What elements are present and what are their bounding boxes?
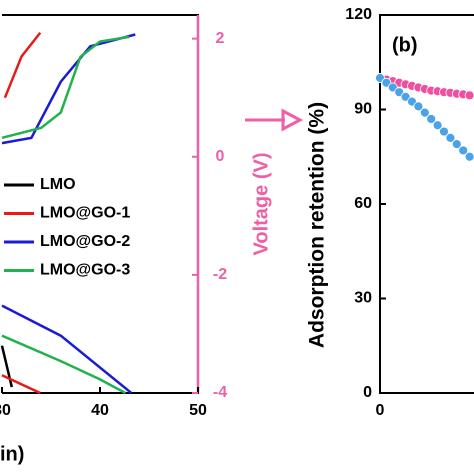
- point: [413, 101, 424, 112]
- y-tick-label: 120: [345, 6, 372, 23]
- y2-axis-label: Voltage (V): [250, 153, 272, 256]
- point: [445, 132, 456, 143]
- panel-label: (b): [392, 34, 418, 56]
- charge-curve: [0, 345, 14, 388]
- y2-tick-label: -2: [213, 266, 227, 283]
- point: [426, 114, 437, 124]
- x-tick-label: 0: [376, 402, 385, 419]
- legend-label: LMO@GO-1: [40, 205, 130, 222]
- point: [439, 126, 449, 137]
- point: [451, 139, 462, 150]
- legend-label: LMO: [40, 176, 76, 193]
- discharge-curve: [1, 304, 133, 394]
- point: [464, 151, 474, 162]
- x-axis-label: in): [0, 443, 24, 465]
- discharge-curve: [1, 334, 127, 395]
- point: [458, 145, 469, 156]
- y-tick-label: 0: [363, 384, 372, 401]
- y-tick-label: 90: [354, 101, 372, 118]
- x-tick-label: 40: [91, 402, 109, 419]
- y-tick-label: 30: [354, 290, 372, 307]
- x-tick-label: 50: [189, 402, 207, 419]
- legend-label: LMO@GO-3: [40, 262, 130, 279]
- legend-label: LMO@GO-2: [40, 233, 130, 250]
- x-tick-label: 30: [0, 402, 11, 419]
- charge-curve: [1, 33, 136, 145]
- y-tick-label: 60: [354, 195, 372, 212]
- y-axis-label: Adsorption retention (%): [306, 102, 329, 348]
- y2-tick-label: 2: [216, 30, 225, 47]
- point: [432, 120, 443, 131]
- charge-curve: [3, 31, 42, 99]
- charge-curve: [1, 35, 130, 140]
- y2-tick-label: -4: [213, 384, 227, 401]
- point: [464, 90, 474, 101]
- point: [419, 107, 430, 118]
- arrow-head: [281, 108, 304, 132]
- frame: [379, 14, 474, 394]
- y2-tick-label: 0: [216, 148, 225, 165]
- discharge-curve: [1, 374, 41, 395]
